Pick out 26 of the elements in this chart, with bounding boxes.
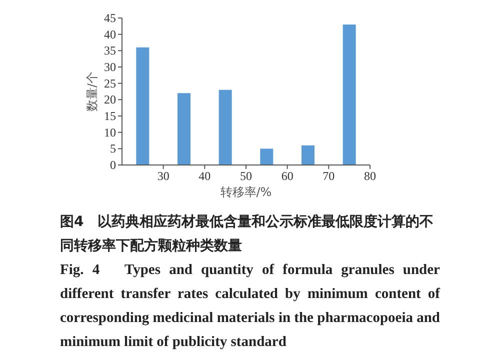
y-tick-label: 15 xyxy=(104,109,116,123)
bar xyxy=(342,24,356,165)
y-tick-label: 25 xyxy=(104,76,116,90)
y-tick-label: 35 xyxy=(104,44,116,58)
y-tick-label: 10 xyxy=(104,125,116,140)
x-tick-label: 40 xyxy=(198,169,211,183)
x-tick-label: 50 xyxy=(240,169,252,183)
y-tick-label: 30 xyxy=(104,60,116,74)
y-tick-label: 20 xyxy=(104,92,116,107)
bar xyxy=(136,47,150,165)
x-tick-label: 80 xyxy=(364,169,376,183)
bar xyxy=(218,90,232,165)
caption: Fig. 4 Types and quantity of formula granules under different transfer rates calculated by minimum content of corresponding medicinal materials in the pharmacopoeia and minimum limit of publicity standard xyxy=(60,261,440,352)
bar xyxy=(302,145,314,165)
y-tick-label: 45 xyxy=(104,11,116,25)
y-tick-label: 40 xyxy=(104,27,116,42)
bar xyxy=(178,93,190,165)
x-tick-label: 30 xyxy=(157,169,170,183)
y-axis-title: 数量/个 xyxy=(85,71,99,112)
y-tick-label: 0 xyxy=(110,158,116,172)
x-tick-label: 60 xyxy=(281,169,294,183)
bar xyxy=(260,148,274,165)
x-tick-label: 70 xyxy=(322,169,335,183)
y-tick-label: 5 xyxy=(110,142,116,156)
caption: 图4 以药典相应药材最低含量和公示标准最低限度计算的不同转移率下配方颗粒种类数量 xyxy=(60,212,435,256)
x-axis-title: 转移率/% xyxy=(220,185,272,199)
